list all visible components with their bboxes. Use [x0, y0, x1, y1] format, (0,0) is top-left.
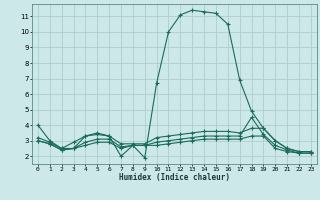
X-axis label: Humidex (Indice chaleur): Humidex (Indice chaleur) — [119, 173, 230, 182]
